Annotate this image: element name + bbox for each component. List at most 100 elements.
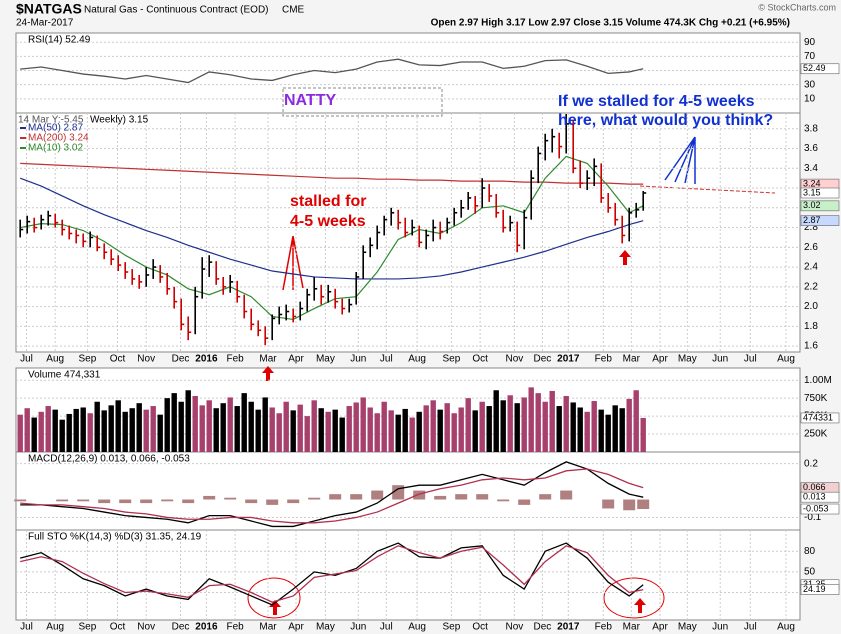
- arrow-lines: [282, 235, 304, 291]
- histogram-bar: [455, 494, 468, 500]
- arrow: [262, 366, 274, 381]
- x-tick-label: May: [678, 622, 697, 633]
- x-tick-label: Mar: [259, 354, 277, 365]
- legend-swatch: [20, 127, 26, 129]
- value-box: [800, 491, 840, 503]
- legend-swatch: [20, 147, 26, 149]
- histogram-bar: [329, 494, 342, 500]
- volume-bar: [304, 416, 310, 452]
- volume-bar: [31, 417, 37, 452]
- y-tick-label: 3.4: [804, 163, 818, 174]
- volume-bar: [213, 408, 219, 452]
- volume-bar: [556, 406, 562, 452]
- moving-average: [19, 177, 644, 280]
- volume-bar: [178, 401, 184, 452]
- volume-bar: [577, 407, 583, 452]
- histogram-bar: [182, 499, 195, 504]
- volume-bar: [640, 417, 646, 452]
- y-tick-label: 80: [804, 546, 816, 557]
- annotation: If we stalled for 4-5 weeks: [558, 93, 755, 110]
- x-tick-label: Apr: [652, 354, 668, 365]
- annotation: 4-5 weeks: [290, 213, 366, 230]
- volume-bar: [507, 395, 513, 452]
- x-tick-label: Apr: [652, 622, 668, 633]
- histogram-bar: [434, 495, 447, 500]
- x-tick-label: Jul: [380, 622, 393, 633]
- value-box-label: 0.013: [803, 492, 826, 502]
- quote: Open 2.97 High 3.17 Low 2.97 Close 3.15 …: [431, 18, 790, 29]
- x-tick-label: Jun: [350, 622, 366, 633]
- x-tick-label: Feb: [226, 354, 244, 365]
- legend-entry: MA(50) 2.87: [28, 123, 83, 134]
- volume-bar: [619, 408, 625, 452]
- volume-bar: [584, 411, 590, 452]
- x-tick-label: Sep: [443, 354, 461, 365]
- volume-bar: [220, 403, 226, 452]
- trend-line: [639, 185, 776, 194]
- sto-panel: [15, 529, 801, 621]
- x-tick-label: 2016: [195, 622, 218, 633]
- x-tick-label: Jul: [20, 622, 33, 633]
- stall-arrows: [282, 235, 304, 291]
- volume-bar: [115, 400, 121, 452]
- histogram-bar: [245, 499, 258, 504]
- x-tick-label: May: [678, 354, 697, 365]
- volume-bar: [38, 411, 44, 452]
- volume-bar: [486, 406, 492, 452]
- histogram-bar: [497, 499, 510, 502]
- volume-bar: [269, 407, 275, 452]
- panel-subtitle: 14 Mar Y:-5.45: [18, 115, 84, 126]
- volume-bar: [409, 417, 415, 452]
- x-tick-label: Jun: [712, 354, 728, 365]
- volume-bar: [94, 401, 100, 452]
- y-tick-label: 30: [804, 79, 816, 90]
- volume-bar: [129, 408, 135, 452]
- volume-bar: [605, 414, 611, 452]
- value-box: [800, 200, 840, 212]
- volume-bar: [353, 402, 359, 452]
- volume-bar: [52, 409, 58, 452]
- x-tick-label: Oct: [472, 622, 488, 633]
- circle: [603, 577, 665, 619]
- x-tick-label: Feb: [226, 622, 244, 633]
- x-tick-label: Apr: [288, 354, 304, 365]
- histogram-bar: [476, 494, 489, 500]
- x-tick-label: 2016: [195, 354, 218, 365]
- x-tick-label: Nov: [137, 622, 155, 633]
- volume-bar: [570, 402, 576, 452]
- histogram-bar: [560, 490, 573, 500]
- volume-bar: [346, 406, 352, 452]
- volume-bar: [248, 401, 254, 452]
- volume-bar: [416, 411, 422, 452]
- x-tick-label: Mar: [623, 354, 641, 365]
- panel-title: RSI(14) 52.49: [28, 35, 91, 46]
- value-box-label: 3.24: [803, 178, 821, 188]
- volume-bar: [367, 407, 373, 452]
- x-tick-label: Aug: [46, 622, 64, 633]
- y-tick-label: 3.8: [804, 123, 818, 134]
- volume-bar: [150, 406, 156, 452]
- volume-bar: [227, 397, 233, 452]
- x-tick-label: Jul: [20, 354, 33, 365]
- histogram-bar: [161, 499, 174, 502]
- histogram-bar: [266, 499, 279, 505]
- histogram-bar: [203, 495, 216, 500]
- volume-bar: [430, 400, 436, 452]
- value-box-label: 52.49: [803, 63, 826, 73]
- volume-bar: [479, 401, 485, 452]
- x-tick-label: Mar: [259, 622, 277, 633]
- moving-average: [20, 162, 644, 185]
- y-tick-label: 2.4: [804, 262, 818, 273]
- volume-bar: [395, 414, 401, 452]
- x-tick-label: Dec: [534, 354, 552, 365]
- y-tick-label: 3.6: [804, 143, 818, 154]
- volume-bar: [311, 400, 317, 452]
- arrow-lines: [664, 136, 696, 184]
- volume-bar: [514, 403, 520, 452]
- volume-bar: [262, 397, 268, 452]
- x-tick-label: Sep: [443, 622, 461, 633]
- volume-bar: [80, 407, 86, 452]
- x-tick-label: Sep: [79, 622, 97, 633]
- x-tick-label: Dec: [172, 622, 190, 633]
- panel-title: MACD(12,26,9) 0.013, 0.066, -0.053: [28, 454, 190, 465]
